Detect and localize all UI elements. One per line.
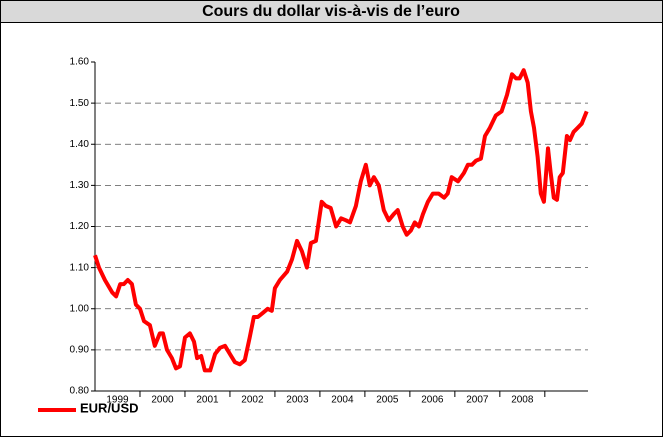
chart-title: Cours du dollar vis-à-vis de l’euro xyxy=(202,3,460,20)
legend-label: EUR/USD xyxy=(80,400,139,415)
x-tick-label: 2006 xyxy=(421,395,444,406)
y-tick-label: 0.80 xyxy=(70,386,90,397)
x-tick-label: 2000 xyxy=(151,395,174,406)
y-tick-label: 1.20 xyxy=(70,221,90,232)
x-tick-label: 1999 xyxy=(106,395,129,406)
y-tick-label: 1.30 xyxy=(70,180,90,191)
y-tick-label: 1.40 xyxy=(70,139,90,150)
x-tick-label: 2007 xyxy=(466,395,489,406)
y-tick-label: 1.10 xyxy=(70,262,90,273)
x-tick-label: 2002 xyxy=(241,395,264,406)
y-tick-label: 1.60 xyxy=(70,57,90,68)
x-tick-label: 2005 xyxy=(376,395,399,406)
x-tick-label: 2003 xyxy=(286,395,309,406)
x-tick-label: 2004 xyxy=(331,395,354,406)
y-tick-label: 1.00 xyxy=(70,303,90,314)
x-tick-label: 2001 xyxy=(196,395,219,406)
y-tick-label: 0.90 xyxy=(70,345,90,356)
y-tick-label: 1.50 xyxy=(70,98,90,109)
x-tick-label: 2008 xyxy=(511,395,534,406)
series-line xyxy=(93,68,589,373)
